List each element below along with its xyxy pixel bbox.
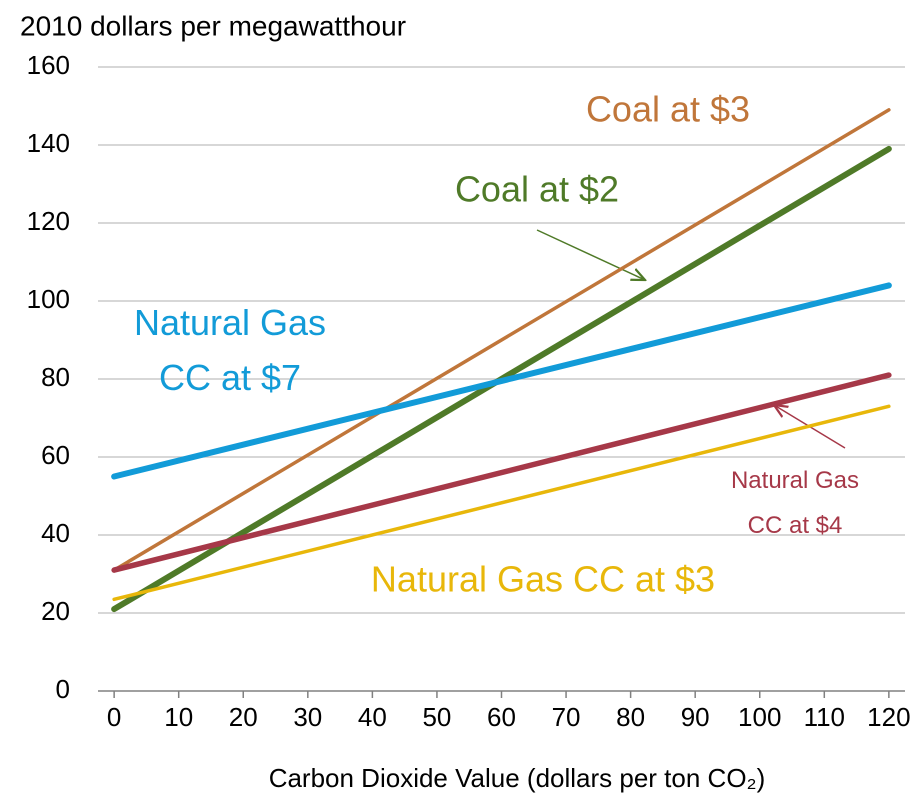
y-tick-label: 60	[41, 440, 70, 470]
y-tick-label: 40	[41, 518, 70, 548]
x-tick-label: 50	[422, 702, 451, 732]
series-label-line: Natural Gas	[134, 302, 326, 343]
series-label-line: CC at $4	[748, 512, 843, 539]
series-label: Natural Gas CC at $4	[731, 467, 859, 539]
series-label: Natural Gas CC at $3	[371, 559, 715, 600]
x-tick-label: 0	[107, 702, 121, 732]
series-line	[112, 108, 891, 572]
series-label: Coal at $3	[586, 89, 750, 130]
y-tick-label: 160	[27, 50, 70, 80]
series-line	[111, 372, 892, 573]
series-line	[112, 404, 891, 602]
x-tick-label: 120	[867, 702, 910, 732]
x-tick-label: 20	[229, 702, 258, 732]
series-line	[111, 282, 892, 480]
y-tick-label: 80	[41, 362, 70, 392]
series-label: Natural Gas CC at $7	[134, 302, 326, 398]
x-tick-label: 40	[358, 702, 387, 732]
y-tick-label: 20	[41, 596, 70, 626]
x-tick-label: 60	[487, 702, 516, 732]
x-tick-label: 30	[293, 702, 322, 732]
y-tick-label: 120	[27, 206, 70, 236]
x-tick-label: 70	[552, 702, 581, 732]
series-label-line: CC at $7	[159, 357, 301, 398]
y-tick-label: 100	[27, 284, 70, 314]
x-tick-label: 10	[164, 702, 193, 732]
x-tick-label: 90	[681, 702, 710, 732]
x-tick-label: 110	[804, 702, 845, 732]
y-tick-label: 0	[56, 674, 70, 704]
chart-title: 2010 dollars per megawatthour	[20, 10, 406, 41]
y-tick-label: 140	[27, 128, 70, 158]
x-tick-label: 80	[616, 702, 645, 732]
x-tick-label: 100	[738, 702, 781, 732]
series-label: Coal at $2	[455, 169, 619, 210]
annotation-arrow	[536, 229, 645, 280]
x-axis-label: Carbon Dioxide Value (dollars per ton CO…	[269, 763, 766, 793]
series-label-line: Natural Gas	[731, 467, 859, 494]
